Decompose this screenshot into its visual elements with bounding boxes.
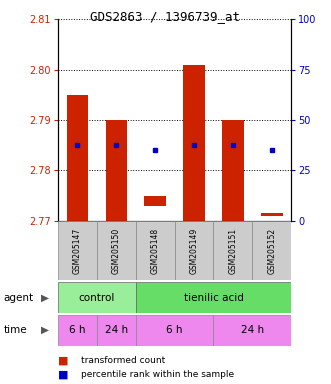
Text: GSM205149: GSM205149 (190, 227, 199, 274)
Bar (97, 221, 136, 280)
Text: control: control (79, 293, 115, 303)
Text: ▶: ▶ (41, 293, 49, 303)
Bar (183, 65, 205, 221)
Text: 24 h: 24 h (105, 325, 128, 335)
Text: ▶: ▶ (41, 325, 49, 335)
Bar (67, 95, 88, 221)
Text: 24 h: 24 h (241, 325, 264, 335)
Text: transformed count: transformed count (81, 356, 166, 365)
Text: agent: agent (3, 293, 33, 303)
Text: time: time (3, 325, 27, 335)
Text: GSM205150: GSM205150 (112, 227, 121, 274)
Bar (136, 282, 291, 313)
Text: 6 h: 6 h (166, 325, 183, 335)
Bar (144, 195, 166, 206)
Text: percentile rank within the sample: percentile rank within the sample (81, 370, 234, 379)
Bar (261, 213, 283, 216)
Bar (213, 221, 252, 280)
Bar (58, 221, 97, 280)
Text: GSM205147: GSM205147 (73, 227, 82, 274)
Bar (97, 315, 136, 346)
Bar (252, 221, 291, 280)
Text: GSM205151: GSM205151 (228, 227, 237, 274)
Text: tienilic acid: tienilic acid (184, 293, 243, 303)
Bar (222, 120, 244, 221)
Bar (213, 315, 291, 346)
Bar (136, 315, 213, 346)
Text: GSM205148: GSM205148 (151, 227, 160, 274)
Text: GSM205152: GSM205152 (267, 227, 276, 274)
Bar (58, 315, 97, 346)
Text: ■: ■ (58, 369, 69, 379)
Bar (106, 120, 127, 221)
Bar (136, 221, 174, 280)
Text: GDS2863 / 1396739_at: GDS2863 / 1396739_at (90, 10, 241, 23)
Text: 6 h: 6 h (69, 325, 86, 335)
Bar (58, 282, 136, 313)
Text: ■: ■ (58, 355, 69, 365)
Bar (175, 221, 213, 280)
